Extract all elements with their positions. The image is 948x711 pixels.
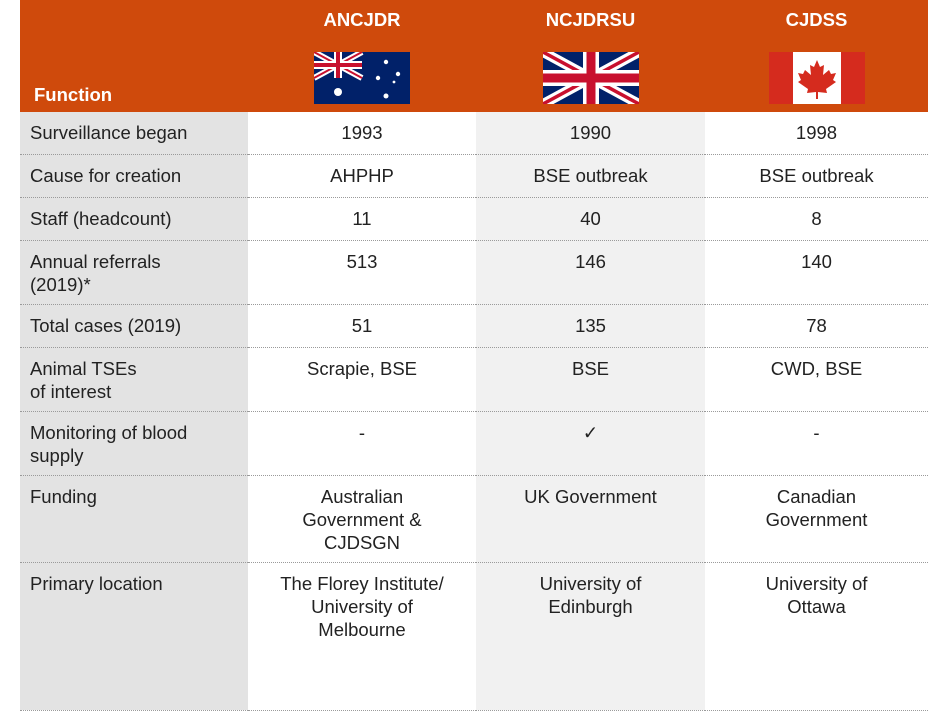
column-name: ANCJDR	[323, 9, 401, 30]
row-label: Annual referrals (2019)*	[20, 240, 248, 305]
cell: 1990	[476, 112, 705, 155]
cell: 8	[705, 197, 928, 241]
cell: Australian Government & CJDSGN	[248, 475, 476, 563]
cell: BSE	[476, 347, 705, 412]
row-label: Primary location	[20, 562, 248, 711]
table-row: Animal TSEs of interest Scrapie, BSE BSE CW…	[20, 347, 928, 412]
cell: 1993	[248, 112, 476, 155]
header-cell: ANCJDR	[248, 0, 476, 112]
cell: UK Government	[476, 475, 705, 563]
header-cell: Function	[20, 0, 248, 112]
column-name: CJDSS	[785, 9, 848, 30]
row-label: Animal TSEs of interest	[20, 347, 248, 412]
cell: CWD, BSE	[705, 347, 928, 412]
cell: BSE outbreak	[705, 154, 928, 198]
table-row: Funding Australian Government & CJDSGN UK …	[20, 475, 928, 563]
header-cell: CJDSS	[705, 0, 928, 112]
cell: ✓	[476, 411, 705, 476]
cell: -	[248, 411, 476, 476]
page: Function ANCJDR NCJDRSU CJDSS Surveillan…	[20, 0, 928, 711]
row-label: Monitoring of blood supply	[20, 411, 248, 476]
cell: 78	[705, 304, 928, 348]
cell: University of Edinburgh	[476, 562, 705, 711]
comparison-table: Function ANCJDR NCJDRSU CJDSS Surveillan…	[20, 0, 928, 711]
header-cell: NCJDRSU	[476, 0, 705, 112]
cell: 146	[476, 240, 705, 305]
function-label: Function	[34, 84, 113, 105]
cell: The Florey Institute/ University of Melb…	[248, 562, 476, 711]
cell: 40	[476, 197, 705, 241]
row-label: Funding	[20, 475, 248, 563]
table-row: Monitoring of blood supply - ✓ -	[20, 411, 928, 476]
australia-flag	[314, 52, 410, 104]
cell: 1998	[705, 112, 928, 155]
cell: BSE outbreak	[476, 154, 705, 198]
table-row: Cause for creation AHPHP BSE outbreak BSE o…	[20, 154, 928, 198]
table-row: Surveillance began 1993 1990 1998	[20, 112, 928, 155]
cell: 135	[476, 304, 705, 348]
header-row: Function ANCJDR NCJDRSU CJDSS	[20, 0, 928, 112]
row-label: Cause for creation	[20, 154, 248, 198]
cell: Scrapie, BSE	[248, 347, 476, 412]
uk-flag	[542, 52, 639, 104]
cell: University of Ottawa	[705, 562, 928, 711]
row-label: Staff (headcount)	[20, 197, 248, 241]
cell: 140	[705, 240, 928, 305]
table-row: Primary location The Florey Institute/ Un…	[20, 562, 928, 711]
cell: 11	[248, 197, 476, 241]
cell: -	[705, 411, 928, 476]
table-row: Staff (headcount) 11 40 8	[20, 197, 928, 241]
cell: AHPHP	[248, 154, 476, 198]
table-row: Annual referrals (2019)* 513 146 140	[20, 240, 928, 305]
cell: 51	[248, 304, 476, 348]
cell: 513	[248, 240, 476, 305]
column-name: NCJDRSU	[545, 9, 636, 30]
row-label: Surveillance began	[20, 112, 248, 155]
row-label: Total cases (2019)	[20, 304, 248, 348]
table-row: Total cases (2019) 51 135 78	[20, 304, 928, 348]
canada-flag	[768, 52, 865, 104]
cell: Canadian Government	[705, 475, 928, 563]
